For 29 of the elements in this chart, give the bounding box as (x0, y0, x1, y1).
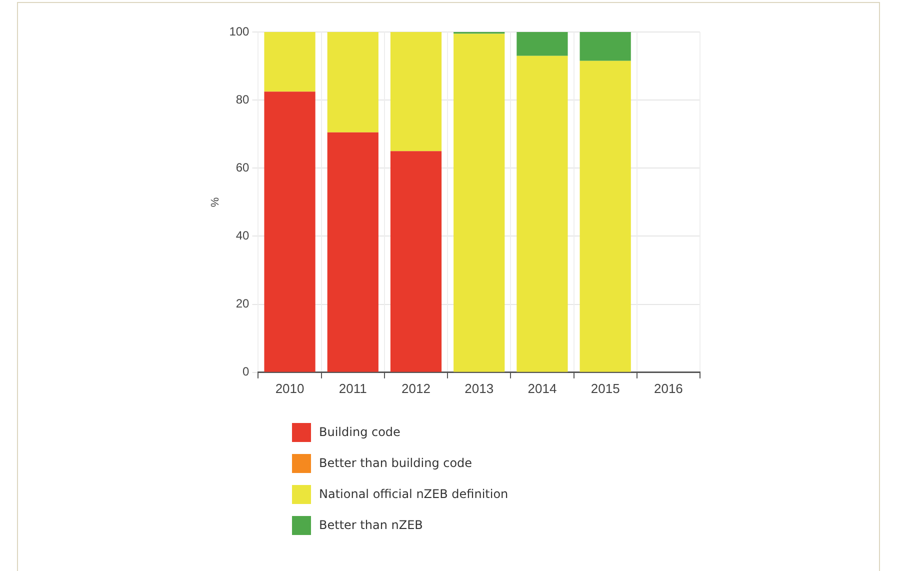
bar (390, 151, 442, 372)
bar (454, 34, 505, 372)
y-tick-label: 60 (236, 160, 250, 174)
y-tick-label: 40 (236, 228, 250, 243)
y-tick-label: 0 (242, 364, 250, 379)
bar (516, 56, 568, 372)
x-tick-label: 2010 (275, 380, 304, 396)
legend-label: Building code (319, 425, 400, 439)
x-tick-label: 2013 (464, 380, 494, 396)
bar (516, 32, 568, 56)
bar (390, 32, 442, 152)
x-tick-label: 2016 (654, 380, 683, 396)
y-tick-label: 20 (236, 296, 250, 311)
y-tick-label: 100 (229, 24, 250, 38)
x-tick-label: 2015 (590, 380, 620, 396)
bar (580, 32, 631, 61)
x-tick-label: 2011 (338, 380, 367, 396)
y-tick-label: 80 (236, 92, 250, 106)
x-tick-label: 2014 (528, 380, 557, 396)
x-tick-label: 2012 (402, 380, 430, 396)
bar (264, 92, 316, 372)
legend-label: National official nZEB definition (319, 487, 508, 501)
legend-label: Better than nZEB (319, 518, 423, 532)
bar (264, 32, 316, 92)
bar (327, 132, 378, 372)
bar (327, 32, 378, 132)
bar (580, 60, 631, 372)
legend-label: Better than building code (319, 456, 472, 470)
y-axis-title: % (210, 197, 222, 208)
